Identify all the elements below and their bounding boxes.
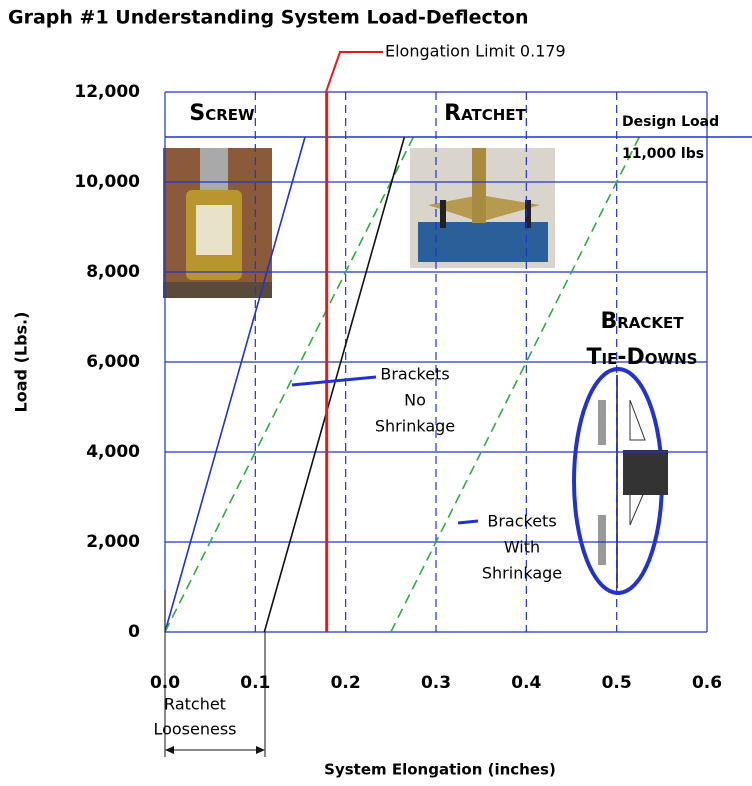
bracket-diagram: [574, 369, 668, 593]
x-tick-label: 0.6: [692, 673, 722, 693]
x-tick-label: 0.2: [331, 673, 361, 693]
x-axis-label: System Elongation (inches): [324, 761, 556, 779]
design-load-label: Design Load: [622, 114, 719, 130]
x-tick-label: 0.4: [511, 673, 541, 693]
no-shrinkage-label: Shrinkage: [375, 417, 455, 436]
y-tick-label: 2,000: [86, 532, 140, 552]
ratchet-label: Ratchet: [444, 101, 526, 126]
y-tick-label: 8,000: [86, 262, 140, 282]
x-tick-label: 0.1: [240, 673, 270, 693]
with-shrinkage-label: Shrinkage: [482, 564, 562, 583]
x-tick-label: 0.3: [421, 673, 451, 693]
x-tick-label: 0.5: [602, 673, 632, 693]
looseness-label: Ratchet: [164, 695, 226, 714]
ratchet-photo: [410, 148, 555, 268]
design-load-label: 11,000 lbs: [622, 146, 704, 162]
chart-title: Graph #1 Understanding System Load-Defle…: [8, 7, 528, 29]
arrow-head: [165, 746, 174, 754]
no-shrinkage-label: No: [404, 391, 426, 410]
looseness-label: Looseness: [153, 720, 236, 739]
y-tick-label: 6,000: [86, 352, 140, 372]
chart: Graph #1 Understanding System Load-Defle…: [0, 0, 752, 782]
with-shrinkage-label: With: [504, 538, 540, 557]
y-tick-label: 4,000: [86, 442, 140, 462]
no-shrinkage-label: Brackets: [380, 365, 449, 384]
with-shrinkage-label: Brackets: [487, 512, 556, 531]
screw-label: Screw: [189, 101, 255, 126]
callout-line: [458, 521, 478, 523]
y-tick-label: 0: [128, 622, 140, 642]
series-line: [264, 137, 404, 632]
bracket-label: Bracket: [600, 309, 684, 334]
y-axis-label: Load (Lbs.): [12, 312, 31, 413]
callout-line: [326, 52, 383, 92]
y-tick-label: 12,000: [74, 82, 140, 102]
arrow-head: [256, 746, 265, 754]
bracket-label: Tie-Downs: [587, 345, 698, 370]
elongation-label: Elongation Limit 0.179: [385, 42, 566, 61]
y-tick-label: 10,000: [74, 172, 140, 192]
